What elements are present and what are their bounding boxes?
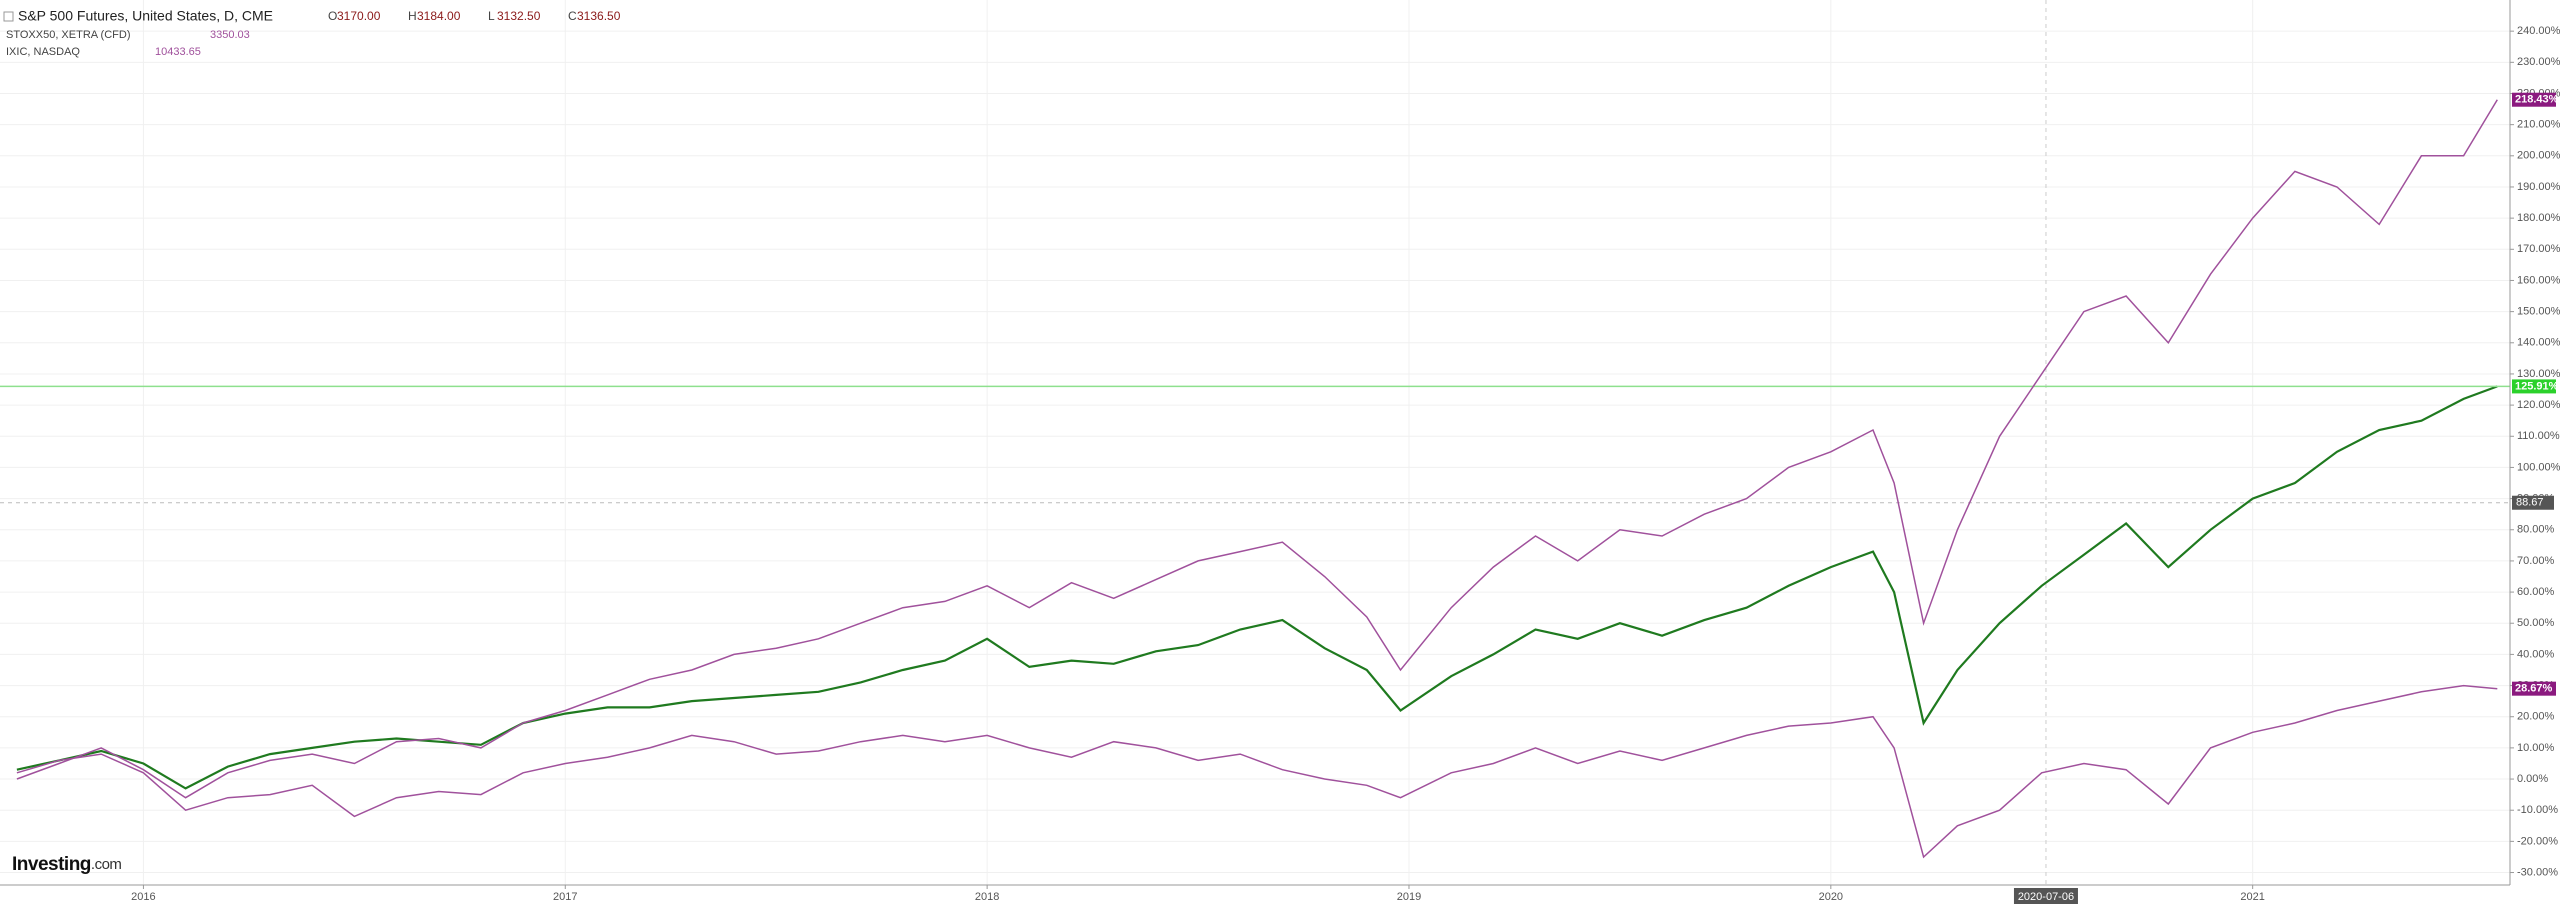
last-value-label: 28.67% bbox=[2515, 683, 2553, 695]
ohlc-value: 3132.50 bbox=[497, 9, 541, 23]
legend-stoxx: STOXX50, XETRA (CFD) bbox=[6, 29, 131, 41]
y-tick-label: 110.00% bbox=[2517, 430, 2560, 442]
y-tick-label: 10.00% bbox=[2517, 742, 2555, 754]
y-tick-label: 170.00% bbox=[2517, 243, 2560, 255]
x-tick-label: 2018 bbox=[975, 891, 999, 903]
y-tick-label: 40.00% bbox=[2517, 648, 2555, 660]
x-tick-label: 2016 bbox=[131, 891, 155, 903]
y-tick-label: 200.00% bbox=[2517, 150, 2560, 162]
y-tick-label: 120.00% bbox=[2517, 399, 2560, 411]
y-tick-label: 20.00% bbox=[2517, 711, 2555, 723]
y-tick-label: 240.00% bbox=[2517, 25, 2560, 37]
last-value-tag bbox=[2512, 92, 2556, 107]
axes: -30.00%-20.00%-10.00%0.00%10.00%20.00%30… bbox=[131, 25, 2560, 904]
ohlc-key: H bbox=[408, 9, 417, 23]
price-line-tag bbox=[2512, 495, 2554, 510]
x-tick-label: 2017 bbox=[553, 891, 577, 903]
legend-toggle[interactable] bbox=[3, 11, 14, 22]
y-tick-label: 100.00% bbox=[2517, 461, 2560, 473]
y-tick-label: 50.00% bbox=[2517, 617, 2555, 629]
ohlc-value: 3136.50 bbox=[577, 9, 621, 23]
last-value-label: 218.43% bbox=[2515, 94, 2559, 106]
y-tick-label: 70.00% bbox=[2517, 555, 2555, 567]
y-tick-label: 130.00% bbox=[2517, 368, 2560, 380]
watermark: Investing.com bbox=[12, 854, 121, 875]
y-tick-label: 60.00% bbox=[2517, 586, 2555, 598]
legend-ixic: IXIC, NASDAQ bbox=[6, 46, 80, 58]
ohlc: O 3170.00 H 3184.00 L 3132.50 C 3136.50 bbox=[328, 9, 621, 23]
watermark-brand: Investing bbox=[12, 854, 91, 875]
watermark-suffix: .com bbox=[91, 856, 122, 873]
series-line bbox=[16, 385, 2498, 790]
last-value-tag bbox=[2512, 379, 2556, 394]
y-tick-label: 80.00% bbox=[2517, 524, 2555, 536]
legend-ixic-price: 10433.65 bbox=[155, 46, 201, 58]
legend-main: S&P 500 Futures, United States, D, CME bbox=[18, 8, 273, 24]
grid bbox=[0, 0, 2510, 885]
series-line bbox=[16, 99, 2498, 799]
y-tick-label: 0.00% bbox=[2517, 773, 2548, 785]
y-tick-label: 190.00% bbox=[2517, 181, 2560, 193]
ohlc-key: C bbox=[568, 9, 577, 23]
legend: S&P 500 Futures, United States, D, CME O… bbox=[3, 8, 621, 58]
series-line bbox=[16, 684, 2498, 859]
crosshair-label: 2020-07-06 bbox=[2018, 891, 2074, 903]
legend-stoxx-price: 3350.03 bbox=[210, 29, 250, 41]
y-tick-label: 180.00% bbox=[2517, 212, 2560, 224]
x-tick-label: 2019 bbox=[1397, 891, 1421, 903]
plot bbox=[0, 0, 2510, 885]
ohlc-key: L bbox=[488, 9, 495, 23]
y-tick-label: 160.00% bbox=[2517, 274, 2560, 286]
y-tick-label: -20.00% bbox=[2517, 835, 2558, 847]
y-tick-label: 230.00% bbox=[2517, 56, 2560, 68]
ohlc-key: O bbox=[328, 9, 337, 23]
last-value-tag bbox=[2512, 681, 2556, 696]
y-tick-label: 210.00% bbox=[2517, 119, 2560, 131]
crosshair-tag bbox=[2013, 888, 2078, 904]
ohlc-value: 3184.00 bbox=[417, 9, 461, 23]
y-tick-label: 150.00% bbox=[2517, 306, 2560, 318]
ohlc-value: 3170.00 bbox=[337, 9, 381, 23]
y-tick-label: -30.00% bbox=[2517, 866, 2558, 878]
y-tick-label: -10.00% bbox=[2517, 804, 2558, 816]
x-tick-label: 2020 bbox=[1819, 891, 1843, 903]
y-tick-label: 140.00% bbox=[2517, 337, 2560, 349]
last-value-label: 125.91% bbox=[2515, 380, 2559, 392]
x-tick-label: 2021 bbox=[2240, 891, 2264, 903]
price-line-label: 88.67 bbox=[2516, 497, 2544, 509]
